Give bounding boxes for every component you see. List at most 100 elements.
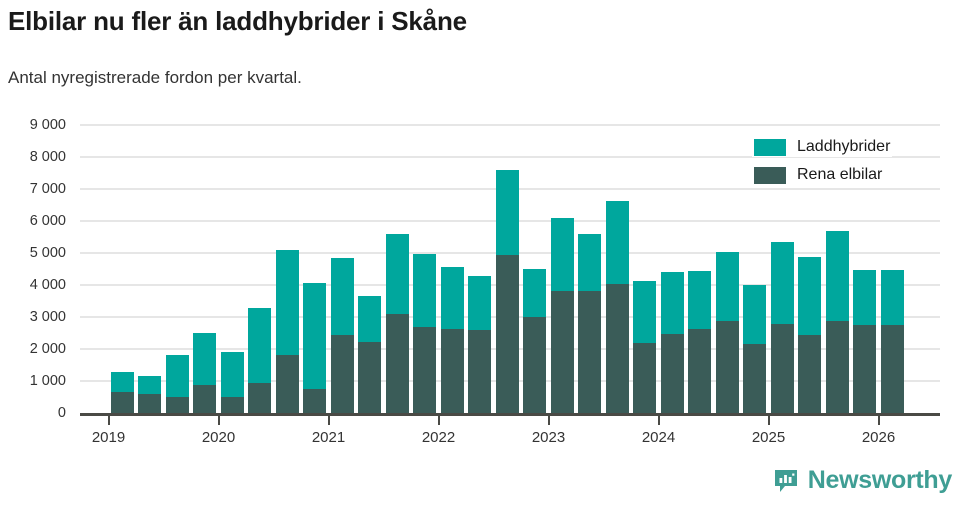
bar-stack[interactable]	[138, 375, 161, 413]
bar-segment-rena-elbilar[interactable]	[495, 255, 519, 413]
bar-stack[interactable]	[853, 269, 876, 413]
bar-stack[interactable]	[495, 170, 519, 413]
bar-stack[interactable]	[633, 280, 656, 413]
bar-stack[interactable]	[110, 372, 134, 413]
bar-segment-rena-elbilar[interactable]	[770, 324, 794, 413]
legend-item[interactable]: Laddhybrider	[752, 137, 893, 157]
bar-segment-laddhybrider[interactable]	[138, 375, 161, 395]
bar-segment-laddhybrider[interactable]	[688, 270, 711, 330]
bar-segment-laddhybrider[interactable]	[605, 200, 629, 285]
bar-segment-laddhybrider[interactable]	[523, 269, 546, 317]
bar-segment-laddhybrider[interactable]	[440, 266, 464, 329]
bar-stack[interactable]	[385, 234, 409, 413]
bar-segment-laddhybrider[interactable]	[193, 333, 216, 385]
bar-segment-laddhybrider[interactable]	[275, 250, 299, 356]
bar-stack[interactable]	[523, 269, 546, 413]
bar-segment-rena-elbilar[interactable]	[358, 341, 381, 413]
bar-stack[interactable]	[330, 257, 354, 413]
bar-stack[interactable]	[468, 276, 491, 413]
bar-segment-rena-elbilar[interactable]	[330, 334, 354, 413]
bar-segment-laddhybrider[interactable]	[770, 242, 794, 325]
bar-stack[interactable]	[248, 307, 271, 413]
bar-segment-laddhybrider[interactable]	[303, 283, 326, 389]
bar-stack[interactable]	[275, 250, 299, 413]
bar-segment-laddhybrider[interactable]	[220, 351, 244, 397]
bar-segment-laddhybrider[interactable]	[550, 217, 574, 291]
bar-segment-rena-elbilar[interactable]	[825, 321, 849, 413]
bar-segment-laddhybrider[interactable]	[825, 230, 849, 322]
bar-segment-laddhybrider[interactable]	[330, 257, 354, 335]
bar-segment-rena-elbilar[interactable]	[220, 397, 244, 413]
bar-stack[interactable]	[743, 284, 766, 413]
bar-stack[interactable]	[220, 351, 244, 413]
bar-stack[interactable]	[688, 270, 711, 413]
bar-segment-laddhybrider[interactable]	[880, 269, 904, 325]
bar-stack[interactable]	[770, 242, 794, 413]
y-axis-tick-label: 0	[57, 405, 66, 421]
bar-stack[interactable]	[440, 266, 464, 413]
bar-segment-laddhybrider[interactable]	[468, 276, 491, 331]
y-axis-tick-label: 7 000	[29, 181, 66, 197]
bar-stack[interactable]	[303, 283, 326, 413]
bar-segment-rena-elbilar[interactable]	[660, 333, 684, 413]
bar-segment-rena-elbilar[interactable]	[110, 392, 134, 413]
bar-segment-laddhybrider[interactable]	[495, 170, 519, 256]
bar-segment-rena-elbilar[interactable]	[880, 324, 904, 413]
bar-stack[interactable]	[578, 233, 601, 413]
bar-stack[interactable]	[798, 256, 821, 413]
x-axis-tick	[217, 416, 220, 425]
x-axis-tick-label: 2023	[531, 429, 566, 446]
bar-segment-laddhybrider[interactable]	[248, 307, 271, 384]
newsworthy-logo[interactable]: Newsworthy	[773, 466, 952, 495]
bar-stack[interactable]	[358, 296, 381, 413]
x-axis-tick	[437, 416, 440, 425]
bar-segment-rena-elbilar[interactable]	[248, 383, 271, 413]
bar-segment-rena-elbilar[interactable]	[138, 394, 161, 413]
legend-label: Rena elbilar	[797, 166, 883, 183]
bar-segment-laddhybrider[interactable]	[110, 372, 134, 393]
bar-stack[interactable]	[550, 217, 574, 413]
bar-segment-rena-elbilar[interactable]	[440, 328, 464, 413]
bar-segment-laddhybrider[interactable]	[798, 256, 821, 336]
bar-segment-laddhybrider[interactable]	[743, 284, 766, 344]
bar-segment-rena-elbilar[interactable]	[798, 335, 821, 413]
bar-segment-laddhybrider[interactable]	[715, 252, 739, 322]
x-axis-tick	[107, 416, 110, 425]
bar-segment-rena-elbilar[interactable]	[303, 389, 326, 413]
bar-stack[interactable]	[660, 271, 684, 413]
bar-segment-laddhybrider[interactable]	[633, 280, 656, 343]
bar-segment-rena-elbilar[interactable]	[468, 330, 491, 413]
bar-segment-laddhybrider[interactable]	[385, 234, 409, 315]
bar-segment-rena-elbilar[interactable]	[165, 397, 189, 413]
bar-stack[interactable]	[165, 355, 189, 413]
bar-segment-laddhybrider[interactable]	[413, 254, 436, 328]
bar-stack[interactable]	[880, 269, 904, 413]
bar-segment-rena-elbilar[interactable]	[743, 343, 766, 413]
legend-item[interactable]: Rena elbilar	[752, 165, 893, 185]
bar-segment-laddhybrider[interactable]	[358, 296, 381, 342]
bar-segment-rena-elbilar[interactable]	[550, 290, 574, 413]
bar-segment-rena-elbilar[interactable]	[523, 316, 546, 413]
bar-stack[interactable]	[193, 333, 216, 413]
bar-stack[interactable]	[825, 230, 849, 413]
bar-segment-rena-elbilar[interactable]	[385, 314, 409, 413]
bar-segment-laddhybrider[interactable]	[660, 271, 684, 334]
bar-segment-rena-elbilar[interactable]	[275, 355, 299, 413]
bar-stack[interactable]	[413, 254, 436, 413]
bar-segment-rena-elbilar[interactable]	[633, 342, 656, 413]
page-title: Elbilar nu fler än laddhybrider i Skåne	[8, 6, 467, 36]
bar-segment-rena-elbilar[interactable]	[578, 291, 601, 413]
bar-stack[interactable]	[715, 252, 739, 413]
bar-segment-laddhybrider[interactable]	[853, 269, 876, 325]
bar-segment-rena-elbilar[interactable]	[715, 321, 739, 413]
bar-segment-rena-elbilar[interactable]	[688, 329, 711, 413]
bar-segment-rena-elbilar[interactable]	[853, 324, 876, 413]
bar-segment-laddhybrider[interactable]	[578, 233, 601, 292]
bar-segment-laddhybrider[interactable]	[165, 355, 189, 397]
bar-segment-rena-elbilar[interactable]	[193, 384, 216, 413]
bar-segment-rena-elbilar[interactable]	[605, 284, 629, 413]
bar-stack[interactable]	[605, 200, 629, 413]
gridline	[80, 124, 940, 126]
legend-label: Laddhybrider	[797, 138, 891, 155]
bar-segment-rena-elbilar[interactable]	[413, 327, 436, 413]
